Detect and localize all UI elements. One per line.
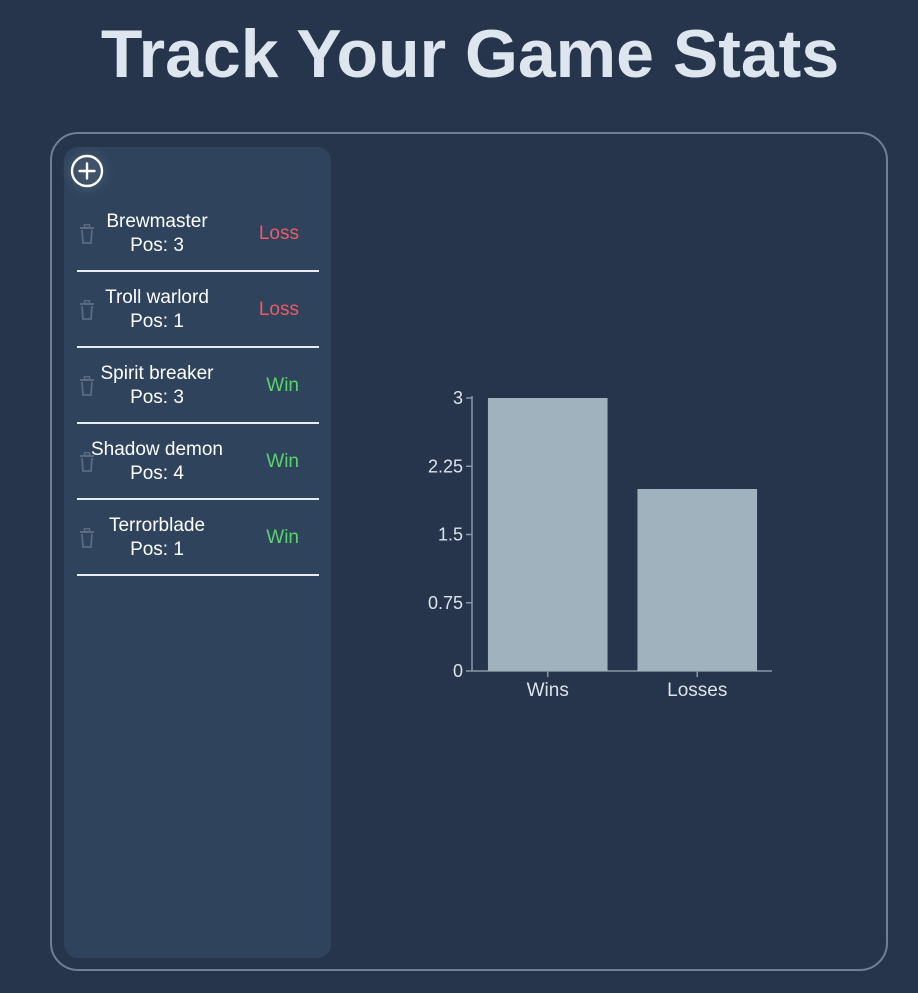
game-hero-block: Spirit breaker Pos: 3 — [77, 362, 237, 410]
hero-name: Terrorblade — [108, 515, 206, 536]
position-label: Pos: 3 — [130, 387, 184, 408]
bar-wins — [487, 398, 608, 671]
result-badge: Win — [266, 451, 299, 472]
x-tick-label: Wins — [527, 680, 569, 701]
y-axis-ticks: 0 0.75 1.5 2.25 3 — [428, 388, 472, 681]
y-tick-label: 2.25 — [428, 456, 463, 476]
trash-icon[interactable] — [79, 299, 95, 320]
y-tick-label: 1.5 — [438, 525, 463, 545]
trash-icon[interactable] — [79, 375, 95, 396]
position-label: Pos: 1 — [130, 311, 184, 332]
trash-icon[interactable] — [79, 451, 95, 472]
hero-name: Troll warlord — [105, 287, 209, 308]
list-item: Terrorblade Pos: 1 Win — [77, 500, 319, 576]
game-hero-block: Shadow demon Pos: 4 — [77, 438, 237, 486]
game-hero-block: Troll warlord Pos: 1 — [77, 286, 237, 334]
plus-circle-icon — [70, 154, 104, 188]
game-list: Brewmaster Pos: 3 Loss Troll warlord Pos… — [77, 196, 319, 576]
result-badge: Loss — [258, 299, 299, 320]
x-tick-label: Losses — [667, 680, 727, 701]
list-item: Shadow demon Pos: 4 Win — [77, 424, 319, 500]
add-game-button[interactable] — [70, 154, 104, 188]
position-label: Pos: 4 — [130, 463, 184, 484]
position-label: Pos: 3 — [130, 235, 184, 256]
y-tick-label: 0.75 — [428, 593, 463, 613]
hero-name: Spirit breaker — [100, 363, 214, 384]
game-hero-block: Terrorblade Pos: 1 — [77, 514, 237, 562]
x-axis-ticks: Wins Losses — [527, 671, 727, 701]
list-item: Brewmaster Pos: 3 Loss — [77, 196, 319, 272]
trash-icon[interactable] — [79, 527, 95, 548]
bars-group — [487, 398, 758, 671]
hero-name: Brewmaster — [106, 211, 208, 232]
list-item: Troll warlord Pos: 1 Loss — [77, 272, 319, 348]
result-badge: Win — [266, 375, 299, 396]
game-sidebar — [64, 147, 331, 958]
stats-panel — [50, 132, 888, 971]
game-hero-block: Brewmaster Pos: 3 — [77, 210, 237, 258]
list-item: Spirit breaker Pos: 3 Win — [77, 348, 319, 424]
page-title: Track Your Game Stats — [100, 16, 840, 92]
bar-losses — [637, 489, 758, 671]
hero-name: Shadow demon — [90, 439, 224, 460]
position-label: Pos: 1 — [130, 539, 184, 560]
trash-icon[interactable] — [79, 223, 95, 244]
result-badge: Loss — [258, 223, 299, 244]
y-tick-label: 3 — [453, 388, 463, 408]
y-tick-label: 0 — [453, 661, 463, 681]
result-badge: Win — [266, 527, 299, 548]
